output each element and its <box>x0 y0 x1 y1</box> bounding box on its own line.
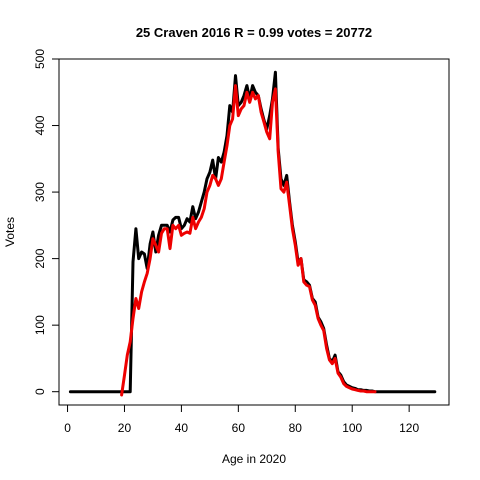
y-tick-label: 500 <box>33 49 47 69</box>
plot-frame <box>58 58 450 406</box>
chart-title: 25 Craven 2016 R = 0.99 votes = 20772 <box>136 25 372 40</box>
x-tick-label: 20 <box>118 421 132 435</box>
y-axis-label: Votes <box>3 217 17 247</box>
y-tick-label: 200 <box>33 248 47 268</box>
x-axis: 0 20 40 60 80 100 120 <box>64 405 419 435</box>
x-tick-label: 60 <box>232 421 246 435</box>
y-axis: 0 100 200 300 400 500 <box>33 49 59 395</box>
y-tick-label: 300 <box>33 182 47 202</box>
x-tick-label: 80 <box>289 421 303 435</box>
series-line-1 <box>68 70 437 394</box>
series-layer <box>68 70 437 397</box>
series-line-2 <box>120 84 377 397</box>
x-tick-label: 120 <box>399 421 419 435</box>
y-tick-label: 0 <box>33 388 47 395</box>
y-tick-label: 400 <box>33 115 47 135</box>
x-tick-label: 100 <box>342 421 362 435</box>
x-tick-label: 0 <box>64 421 71 435</box>
x-tick-label: 40 <box>175 421 189 435</box>
y-tick-label: 100 <box>33 315 47 335</box>
x-axis-label: Age in 2020 <box>222 452 286 466</box>
